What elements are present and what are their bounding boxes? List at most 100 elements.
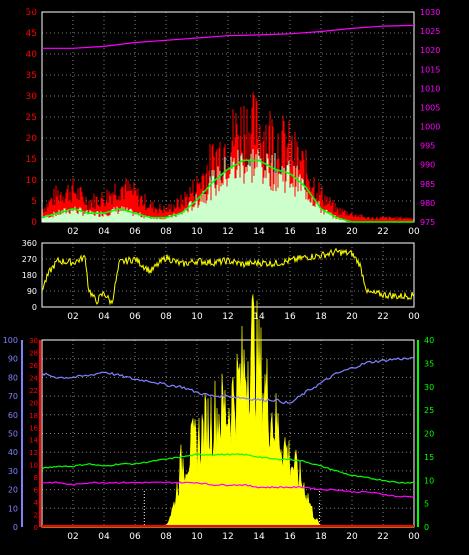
p2-x-tick-label: 06 — [129, 312, 141, 322]
rain-y-tick-label: 10 — [29, 462, 38, 470]
temperature-y-tick-label: 35 — [424, 359, 434, 368]
direction-y-tick-label: 0 — [32, 303, 37, 312]
p2-x-tick-label: 12 — [222, 312, 233, 322]
humidity-y-tick-label: 20 — [8, 486, 18, 495]
rain-y-tick-label: 26 — [29, 362, 38, 370]
rain-y-tick-label: 6 — [34, 487, 39, 495]
p3-x-tick-label: 22 — [377, 532, 388, 542]
pressure-y-tick-label: 995 — [420, 142, 435, 151]
pressure-y-tick-label: 980 — [420, 199, 435, 208]
temperature-y-tick-label: 20 — [424, 430, 434, 439]
rain-y-tick-label: 20 — [29, 399, 38, 407]
pressure-y-tick-label: 975 — [420, 218, 435, 227]
p3-x-tick-label: 00 — [408, 532, 420, 542]
rain-y-tick-label: 30 — [29, 337, 38, 345]
sunrise-label: Sun Rise — [130, 494, 169, 504]
wind-force-label: Forza vento — [8, 3, 67, 14]
p1-x-tick-label: 00 — [408, 227, 420, 237]
p2-x-tick-label: 08 — [160, 312, 172, 322]
pressure-y-tick-label: 1000 — [420, 123, 440, 132]
pressure-y-tick-label: 1020 — [420, 46, 440, 55]
humidity-y-tick-label: 100 — [3, 336, 18, 345]
wind-y-tick-label: 35 — [26, 71, 37, 81]
wind-y-tick-label: 20 — [26, 134, 38, 144]
p1-x-tick-label: 18 — [315, 227, 327, 237]
p1-x-tick-label: 04 — [98, 227, 110, 237]
pressure-y-tick-label: 1030 — [420, 8, 440, 17]
sunset-label: Sun Set — [309, 494, 344, 504]
direction-y-tick-label: 360 — [22, 239, 37, 248]
p2-x-tick-label: 00 — [408, 312, 420, 322]
compass-e: E — [436, 285, 443, 298]
p2-frame — [41, 242, 415, 308]
temperature-y-tick-label: 25 — [424, 406, 434, 415]
p2-x-tick-label: 20 — [346, 312, 358, 322]
dew-point-label: Dew Point (°C) — [393, 322, 467, 333]
pressure-y-tick-label: 1010 — [420, 84, 440, 93]
wind-trend-line — [41, 159, 414, 223]
pressure-line — [42, 24, 415, 49]
rain-y-tick-label: 4 — [34, 499, 39, 507]
p1-x-tick-label: 20 — [346, 227, 358, 237]
wind-y-tick-label: 40 — [26, 50, 38, 60]
temperature-y-tick-label: 10 — [424, 476, 434, 485]
p1-x-tick-label: 22 — [377, 227, 388, 237]
pressure-y-tick-label: 1005 — [420, 103, 440, 112]
p2-x-tick-label: 10 — [191, 312, 203, 322]
p3-x-tick-label: 20 — [346, 532, 358, 542]
p3-x-tick-label: 14 — [253, 532, 265, 542]
p3-x-tick-label: 04 — [98, 532, 110, 542]
humidity-y-tick-label: 70 — [8, 392, 18, 401]
pressure-y-tick-label: 985 — [420, 180, 435, 189]
pressure-y-tick-label: 1025 — [420, 27, 440, 36]
p3-x-tick-label: 16 — [284, 532, 296, 542]
temperature-y-tick-label: 15 — [424, 453, 434, 462]
wind-y-tick-label: 30 — [26, 92, 38, 102]
chart-title: 24 hour weather, 08 March 2023 — [172, 0, 337, 11]
rain-y-tick-label: 22 — [29, 387, 38, 395]
rain-y-tick-label: 24 — [29, 374, 38, 382]
compass-w: W — [436, 253, 447, 266]
direction-y-tick-label: 180 — [22, 271, 37, 280]
solar-label: Solar — [117, 322, 143, 333]
rain-label: Pioggia — [0, 322, 37, 333]
p2-x-tick-label: 22 — [377, 312, 388, 322]
rain-y-tick-label: 0 — [34, 524, 38, 532]
dew-point-line — [41, 481, 415, 498]
pressure-label: Pressione — [370, 3, 418, 14]
temperature-y-tick-label: 5 — [424, 500, 429, 509]
humidity-y-tick-label: 50 — [8, 430, 18, 439]
temperature-line — [41, 453, 414, 484]
wind-direction-line — [41, 247, 415, 306]
compass-n-bottom: N — [436, 301, 445, 314]
rain-y-tick-label: 18 — [29, 412, 38, 420]
temperature-y-tick-label: 40 — [424, 336, 434, 345]
p2-x-tick-label: 04 — [98, 312, 110, 322]
humidity-y-tick-label: 90 — [8, 355, 18, 364]
p1-x-tick-label: 12 — [222, 227, 233, 237]
humidity-y-tick-label: 0 — [13, 523, 18, 532]
direction-y-tick-label: 90 — [27, 287, 37, 296]
rain-y-tick-label: 28 — [29, 349, 38, 357]
p3-x-tick-label: 10 — [191, 532, 203, 542]
rain-y-tick-label: 12 — [29, 449, 38, 457]
humidity-y-tick-label: 80 — [8, 373, 18, 382]
compass-s: S — [436, 269, 443, 282]
pressure-y-tick-label: 990 — [420, 161, 435, 170]
humidity-label: Umidita — [65, 322, 105, 333]
p2-x-tick-label: 16 — [284, 312, 296, 322]
wind-y-tick-label: 45 — [26, 29, 37, 39]
rain-y-tick-label: 16 — [29, 424, 38, 432]
p1-x-tick-label: 16 — [284, 227, 296, 237]
wind-y-tick-label: 25 — [26, 113, 37, 123]
p3-x-tick-label: 18 — [315, 532, 327, 542]
wind-y-tick-label: 15 — [26, 155, 37, 165]
compass-n-top: N — [436, 237, 445, 250]
p3-x-tick-label: 08 — [160, 532, 172, 542]
humidity-y-tick-label: 40 — [8, 448, 18, 457]
rain-y-tick-label: 14 — [29, 437, 38, 445]
wind-y-tick-label: 50 — [26, 8, 38, 18]
p3-x-tick-label: 06 — [129, 532, 141, 542]
wind-y-tick-label: 5 — [31, 197, 37, 207]
